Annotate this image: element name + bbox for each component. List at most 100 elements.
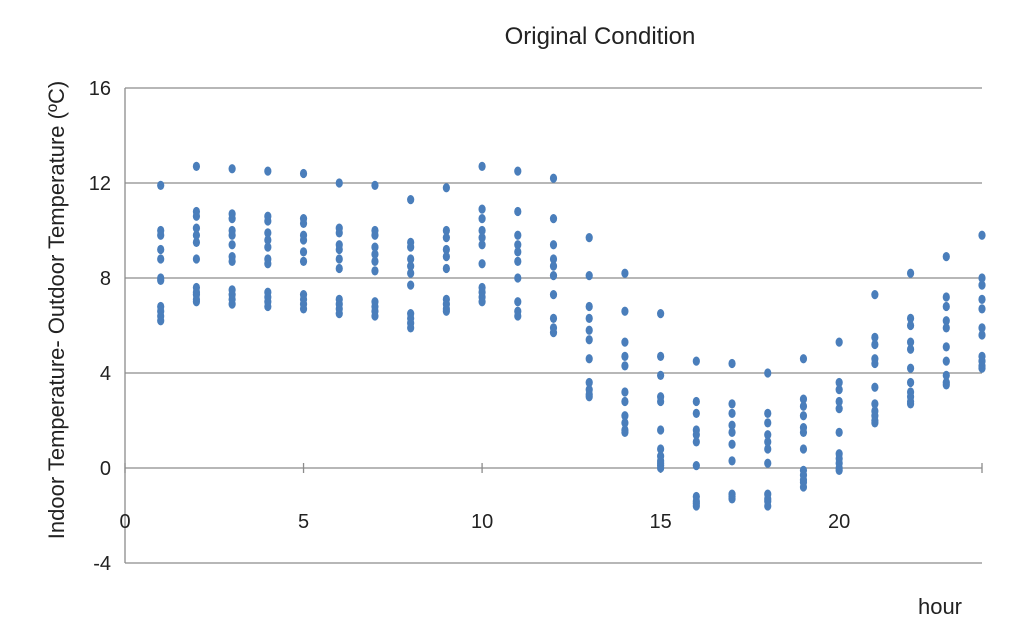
data-point — [228, 240, 236, 250]
data-point — [764, 437, 772, 447]
data-point — [299, 256, 308, 266]
data-point — [764, 408, 772, 418]
data-point — [978, 363, 986, 373]
data-point — [764, 444, 772, 454]
data-point — [835, 427, 843, 437]
data-point — [871, 339, 879, 350]
y-tick-labels: -4 0 4 8 12 16 — [89, 78, 111, 575]
data-point — [192, 254, 201, 264]
data-point — [549, 271, 558, 281]
data-point — [264, 216, 272, 226]
data-point — [192, 230, 201, 240]
data-point — [728, 408, 736, 418]
data-point — [478, 259, 486, 269]
data-point — [657, 444, 665, 454]
data-point — [799, 411, 808, 421]
data-point — [228, 256, 236, 266]
data-point — [978, 280, 986, 290]
y-tick-label: 16 — [89, 78, 111, 100]
y-tick-label: 4 — [100, 363, 111, 385]
data-point — [228, 164, 236, 174]
data-point — [585, 301, 593, 312]
data-point — [942, 323, 950, 333]
data-point — [478, 297, 486, 307]
data-point — [585, 392, 593, 402]
data-point — [906, 344, 915, 354]
data-point — [514, 206, 522, 217]
data-point — [621, 427, 629, 437]
data-point — [835, 337, 843, 347]
data-points — [157, 161, 986, 511]
data-point — [407, 280, 415, 290]
data-point — [514, 240, 522, 250]
y-tick-label: 12 — [89, 173, 111, 195]
data-point — [335, 263, 343, 274]
data-point — [514, 166, 522, 176]
chart-title: Original Condition — [505, 23, 696, 50]
data-point — [335, 254, 343, 264]
data-point — [478, 204, 486, 214]
data-point — [192, 223, 201, 233]
data-point — [621, 418, 629, 428]
data-point — [442, 306, 450, 316]
data-point — [264, 259, 272, 269]
data-point — [299, 247, 308, 257]
data-point — [407, 261, 415, 271]
data-point — [657, 309, 665, 319]
data-point — [621, 411, 629, 421]
data-point — [371, 311, 379, 321]
data-point — [906, 377, 915, 388]
data-point — [621, 306, 629, 316]
data-point — [728, 439, 736, 449]
data-point — [157, 230, 165, 240]
data-point — [442, 225, 450, 236]
data-point — [692, 501, 700, 511]
data-point — [942, 380, 950, 390]
data-point — [549, 290, 558, 300]
data-point — [585, 271, 593, 281]
data-point — [621, 387, 629, 397]
data-point — [978, 230, 986, 240]
data-point — [157, 180, 165, 190]
data-point — [371, 256, 379, 266]
data-point — [835, 385, 843, 395]
data-point — [549, 254, 558, 264]
data-point — [407, 195, 415, 205]
y-tick-label: 8 — [100, 268, 111, 290]
x-axis-title: hour — [918, 594, 962, 619]
data-point — [906, 337, 915, 347]
data-point — [192, 161, 201, 171]
data-point — [942, 370, 950, 380]
data-point — [728, 358, 736, 369]
data-point — [835, 404, 843, 414]
data-point — [192, 211, 201, 221]
data-point — [871, 358, 879, 369]
data-point — [264, 242, 272, 252]
data-point — [157, 275, 165, 285]
data-point — [478, 225, 486, 236]
data-point — [407, 323, 415, 333]
data-point — [942, 356, 950, 366]
data-point — [371, 230, 379, 240]
data-point — [799, 427, 808, 437]
data-point — [942, 301, 950, 312]
data-point — [514, 256, 522, 266]
data-point — [871, 290, 879, 300]
data-point — [514, 247, 522, 257]
data-point — [978, 330, 986, 340]
data-point — [978, 273, 986, 283]
data-point — [728, 427, 736, 437]
data-point — [442, 244, 450, 255]
data-point — [657, 351, 665, 361]
grid-lines — [125, 87, 982, 564]
data-point — [549, 214, 558, 224]
data-point — [728, 494, 736, 504]
data-point — [371, 266, 379, 276]
data-point — [407, 268, 415, 278]
data-point — [264, 228, 272, 238]
data-point — [442, 233, 450, 243]
data-point — [799, 354, 808, 364]
data-point — [514, 311, 522, 321]
data-point — [549, 261, 558, 271]
